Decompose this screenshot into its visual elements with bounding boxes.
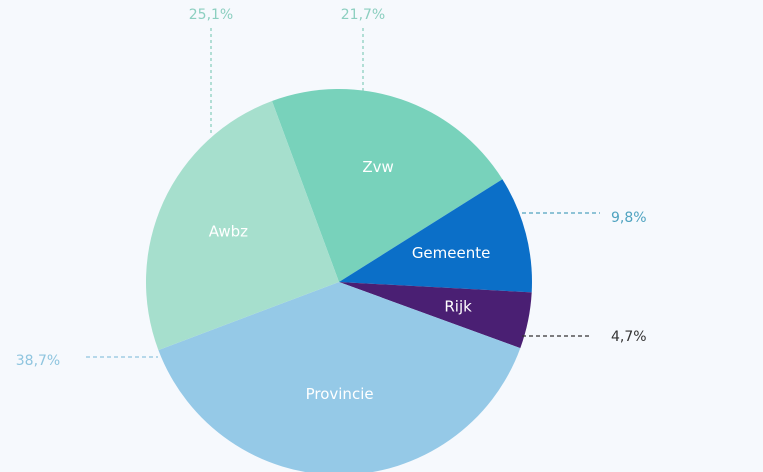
percent-label-awbz: 25,1% (189, 7, 233, 23)
pie-slice-awbz (145, 101, 339, 351)
pie-slice-gemeente (339, 179, 532, 293)
slice-label-gemeente: Gemeente (412, 244, 491, 262)
slice-label-zvw: Zvw (362, 158, 393, 176)
slice-label-awbz: Awbz (209, 223, 248, 241)
percent-label-provincie: 38,7% (16, 353, 60, 369)
pie-slice-rijk (339, 282, 532, 349)
pie-slice-provincie (158, 282, 521, 472)
percent-label-zvw: 21,7% (341, 7, 385, 23)
percent-label-gemeente: 9,8% (611, 210, 647, 226)
pie-slice-zvw (272, 88, 503, 282)
percent-label-rijk: 4,7% (611, 329, 647, 345)
slice-label-provincie: Provincie (306, 385, 374, 403)
slice-label-rijk: Rijk (444, 297, 472, 315)
